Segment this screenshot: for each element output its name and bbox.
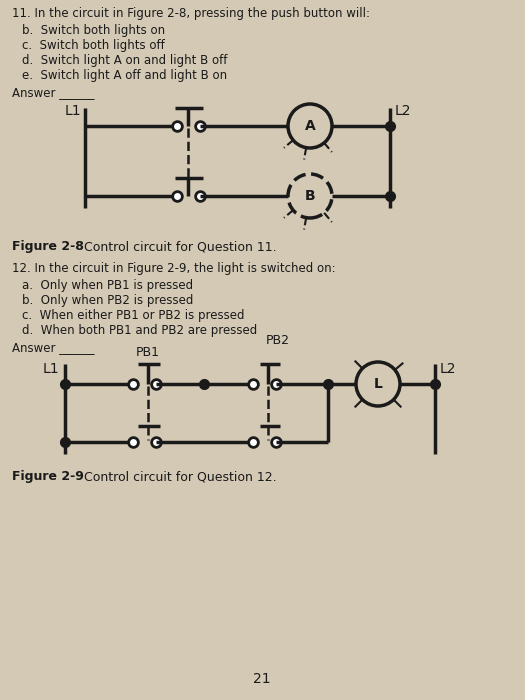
Text: L1: L1 <box>65 104 81 118</box>
Text: b.  Only when PB2 is pressed: b. Only when PB2 is pressed <box>22 294 193 307</box>
Text: A: A <box>304 119 316 133</box>
Text: d.  When both PB1 and PB2 are pressed: d. When both PB1 and PB2 are pressed <box>22 324 257 337</box>
Text: B: B <box>304 189 316 203</box>
Text: L2: L2 <box>395 104 412 118</box>
Text: Figure 2-9: Figure 2-9 <box>12 470 84 483</box>
Text: a.  Only when PB1 is pressed: a. Only when PB1 is pressed <box>22 279 193 292</box>
Text: b.  Switch both lights on: b. Switch both lights on <box>22 24 165 37</box>
Text: c.  When either PB1 or PB2 is pressed: c. When either PB1 or PB2 is pressed <box>22 309 245 322</box>
Text: Answer ______: Answer ______ <box>12 341 94 354</box>
Text: Control circuit for Question 11.: Control circuit for Question 11. <box>68 240 277 253</box>
Text: PB1: PB1 <box>136 346 160 359</box>
Text: 12. In the circuit in Figure 2-9, the light is switched on:: 12. In the circuit in Figure 2-9, the li… <box>12 262 335 275</box>
Text: PB2: PB2 <box>266 334 290 347</box>
Text: 11. In the circuit in Figure 2-8, pressing the push button will:: 11. In the circuit in Figure 2-8, pressi… <box>12 7 370 20</box>
Text: L: L <box>374 377 382 391</box>
Text: Figure 2-8: Figure 2-8 <box>12 240 84 253</box>
Text: c.  Switch both lights off: c. Switch both lights off <box>22 39 165 52</box>
Text: L1: L1 <box>43 362 60 376</box>
Text: e.  Switch light A off and light B on: e. Switch light A off and light B on <box>22 69 227 82</box>
Text: d.  Switch light A on and light B off: d. Switch light A on and light B off <box>22 54 227 67</box>
Text: Answer ______: Answer ______ <box>12 86 94 99</box>
Text: L2: L2 <box>440 362 457 376</box>
Text: 21: 21 <box>253 672 271 686</box>
Text: Control circuit for Question 12.: Control circuit for Question 12. <box>68 470 277 483</box>
